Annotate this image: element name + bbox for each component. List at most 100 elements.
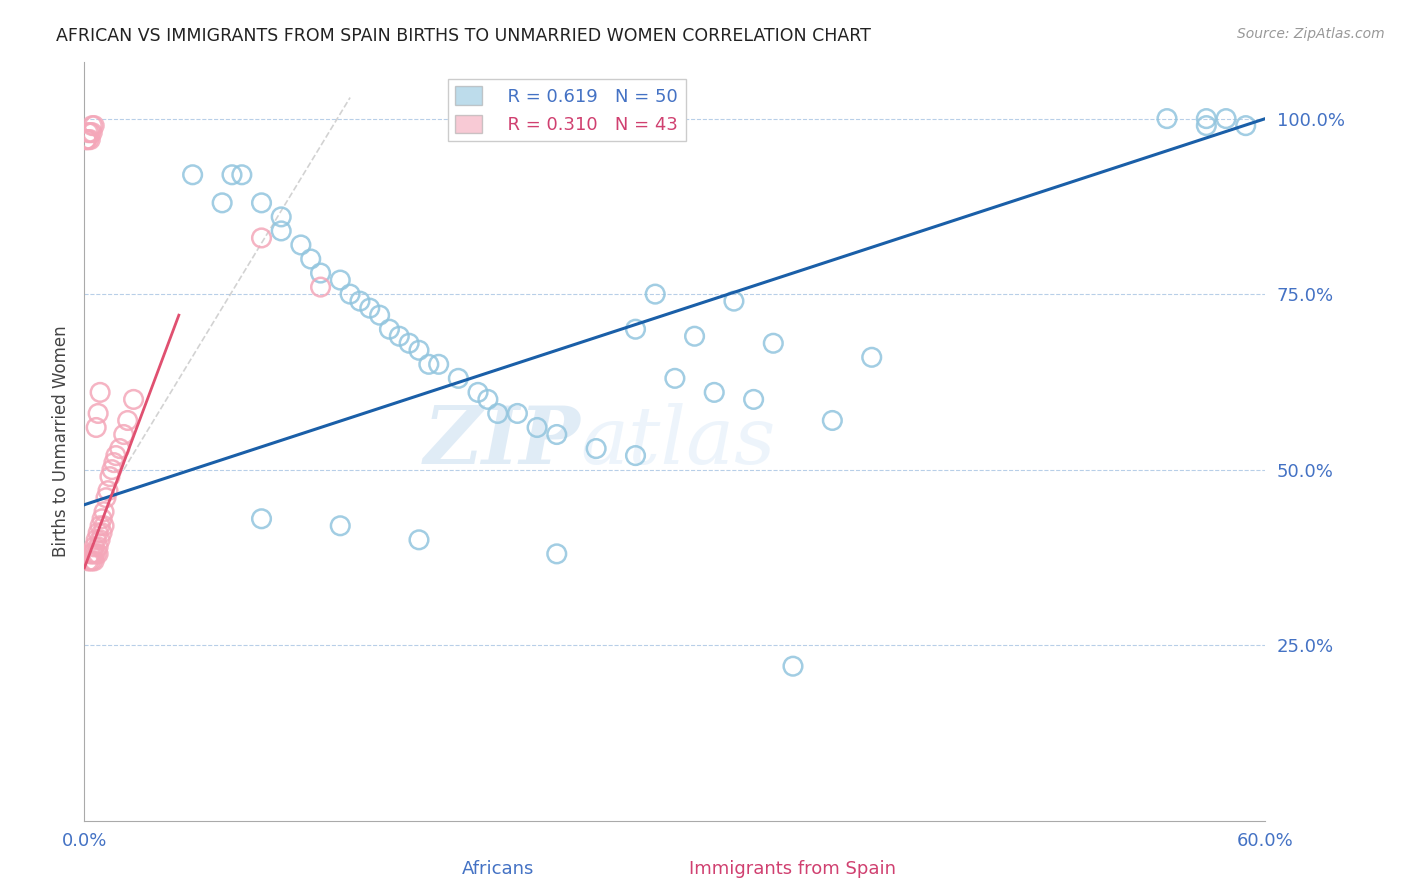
Point <box>89 518 111 533</box>
Point <box>398 336 420 351</box>
Point <box>112 427 135 442</box>
Point <box>89 533 111 547</box>
Point <box>270 210 292 224</box>
Point <box>82 126 104 140</box>
Point <box>742 392 765 407</box>
Point <box>378 322 401 336</box>
Point <box>122 392 145 407</box>
Point <box>329 518 352 533</box>
Point <box>408 533 430 547</box>
Point <box>250 231 273 245</box>
Point <box>1156 112 1178 126</box>
Point <box>84 547 107 561</box>
Point <box>546 427 568 442</box>
Point <box>1195 119 1218 133</box>
Point <box>75 133 97 147</box>
Point <box>82 119 104 133</box>
Point <box>388 329 411 343</box>
Text: Africans: Africans <box>461 860 534 878</box>
Point <box>299 252 322 266</box>
Point <box>221 168 243 182</box>
Legend:   R = 0.619   N = 50,   R = 0.310   N = 43: R = 0.619 N = 50, R = 0.310 N = 43 <box>447 79 686 141</box>
Point <box>1234 119 1257 133</box>
Point <box>77 133 100 147</box>
Point <box>664 371 686 385</box>
Point <box>762 336 785 351</box>
Point <box>108 442 131 456</box>
Point <box>290 238 312 252</box>
Y-axis label: Births to Unmarried Women: Births to Unmarried Women <box>52 326 70 558</box>
Point <box>782 659 804 673</box>
Text: atlas: atlas <box>581 403 776 480</box>
Point <box>477 392 499 407</box>
Point <box>526 420 548 434</box>
Point <box>624 449 647 463</box>
Point <box>250 195 273 210</box>
Point <box>821 413 844 427</box>
Point <box>860 351 883 365</box>
Point <box>309 266 332 280</box>
Point <box>98 469 121 483</box>
Point <box>368 308 391 322</box>
Point <box>427 357 450 371</box>
Point <box>359 301 381 315</box>
Text: Source: ZipAtlas.com: Source: ZipAtlas.com <box>1237 27 1385 41</box>
Point <box>93 505 115 519</box>
Point <box>231 168 253 182</box>
Point <box>82 547 104 561</box>
Point <box>104 449 127 463</box>
Point <box>683 329 706 343</box>
Point <box>101 462 124 476</box>
Point <box>79 133 101 147</box>
Point <box>418 357 440 371</box>
Point <box>1215 112 1237 126</box>
Point <box>723 294 745 309</box>
Point <box>103 456 125 470</box>
Point <box>349 294 371 309</box>
Point <box>89 385 111 400</box>
Point <box>211 195 233 210</box>
Point <box>91 525 114 540</box>
Point <box>79 554 101 568</box>
Point <box>82 554 104 568</box>
Point <box>84 533 107 547</box>
Point <box>87 540 110 554</box>
Point <box>77 554 100 568</box>
Point <box>91 512 114 526</box>
Point <box>309 280 332 294</box>
Point <box>79 547 101 561</box>
Point <box>506 407 529 421</box>
Point <box>87 547 110 561</box>
Point <box>93 518 115 533</box>
Point <box>644 287 666 301</box>
Point <box>467 385 489 400</box>
Point <box>97 483 120 498</box>
Text: Immigrants from Spain: Immigrants from Spain <box>689 860 897 878</box>
Text: AFRICAN VS IMMIGRANTS FROM SPAIN BIRTHS TO UNMARRIED WOMEN CORRELATION CHART: AFRICAN VS IMMIGRANTS FROM SPAIN BIRTHS … <box>56 27 872 45</box>
Point <box>486 407 509 421</box>
Point <box>546 547 568 561</box>
Point <box>87 407 110 421</box>
Point <box>87 525 110 540</box>
Point <box>94 491 117 505</box>
Point <box>75 133 97 147</box>
Point <box>84 420 107 434</box>
Point <box>447 371 470 385</box>
Point <box>703 385 725 400</box>
Point <box>408 343 430 358</box>
Point <box>83 119 105 133</box>
Point <box>117 413 139 427</box>
Point <box>83 547 105 561</box>
Point <box>585 442 607 456</box>
Point <box>79 126 101 140</box>
Point <box>624 322 647 336</box>
Point <box>270 224 292 238</box>
Point <box>83 554 105 568</box>
Point <box>250 512 273 526</box>
Text: ZIP: ZIP <box>423 403 581 480</box>
Point <box>181 168 204 182</box>
Point <box>77 126 100 140</box>
Point <box>1195 112 1218 126</box>
Point <box>339 287 361 301</box>
Point <box>83 540 105 554</box>
